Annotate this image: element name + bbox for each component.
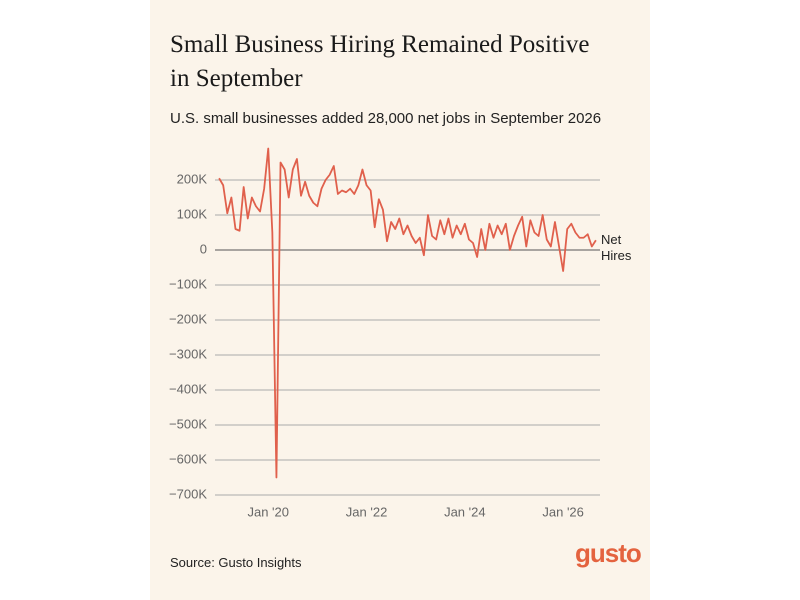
y-tick-label: −200K — [169, 311, 207, 326]
source: Source: Gusto Insights — [170, 555, 302, 570]
logo: gusto — [575, 538, 642, 568]
chart-title: Small Business Hiring Remained Positive … — [170, 31, 590, 92]
y-tick-label: −300K — [169, 346, 207, 361]
y-tick-label: −500K — [169, 416, 207, 431]
x-tick-label: Jan '24 — [444, 504, 486, 519]
chart-subtitle: U.S. small businesses added 28,000 net j… — [170, 110, 602, 127]
data-line — [218, 147, 597, 479]
y-tick-label: 200K — [177, 171, 208, 186]
y-tick-label: −400K — [169, 381, 207, 396]
series-label: Net Hires — [601, 232, 632, 263]
y-tick-label: −600K — [169, 451, 207, 466]
y-tick-label: −700K — [169, 486, 207, 501]
y-tick-label: −100K — [169, 276, 207, 291]
x-tick-label: Jan '22 — [346, 504, 388, 519]
x-tick-label: Jan '20 — [247, 504, 289, 519]
x-tick-label: Jan '26 — [542, 504, 584, 519]
y-tick-label: 0 — [200, 241, 207, 256]
y-tick-label: 100K — [177, 206, 208, 221]
panel — [150, 0, 650, 600]
